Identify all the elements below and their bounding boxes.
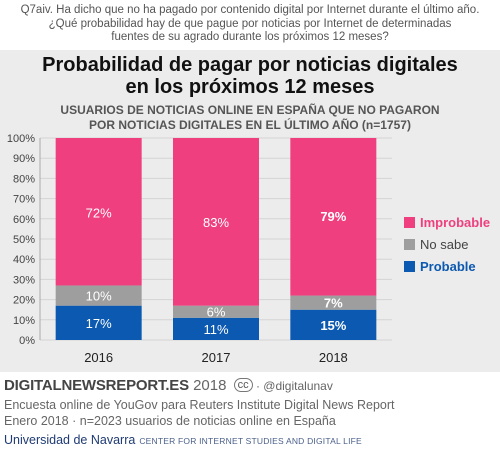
- data-label: 72%: [86, 206, 112, 221]
- legend-label: Probable: [420, 259, 476, 274]
- legend-swatch: [404, 261, 415, 272]
- data-label: 7%: [324, 296, 343, 311]
- legend-swatch: [404, 217, 415, 228]
- bar-segment: [290, 295, 377, 310]
- chart-subtitle-line-1: USUARIOS DE NOTICIAS ONLINE EN ESPAÑA QU…: [60, 103, 440, 117]
- x-tick-label: 2016: [84, 350, 113, 365]
- chart-subtitle-line-2: POR NOTICIAS DIGITALES EN EL ÚLTIMO AÑO …: [89, 118, 411, 132]
- data-label: 10%: [86, 289, 112, 304]
- chart-title-line-1: Probabilidad de pagar por noticias digit…: [42, 54, 458, 76]
- bar-segment: [290, 138, 377, 296]
- y-tick-label: 70%: [13, 194, 35, 206]
- bar-segment: [290, 309, 377, 340]
- bar-segment: [173, 305, 259, 318]
- twitter-handle: · @digitalunav: [252, 379, 333, 393]
- bar-segment: [173, 317, 259, 340]
- data-label: 11%: [203, 322, 228, 337]
- bar-segment: [55, 285, 142, 306]
- footer-institution: Universidad de Navarra CENTER FOR INTERNE…: [4, 431, 362, 449]
- brand-year: 2018: [188, 377, 227, 394]
- center-name: CENTER FOR INTERNET STUDIES AND DIGITAL …: [139, 436, 362, 446]
- y-tick-label: 30%: [13, 274, 35, 286]
- creative-commons-icon: cc: [233, 378, 253, 392]
- x-tick-label: 2018: [319, 350, 348, 365]
- legend-label: Improbable: [420, 215, 490, 230]
- legend-swatch: [404, 239, 415, 250]
- bar-segment: [55, 305, 142, 340]
- data-label: 83%: [203, 215, 229, 230]
- chart-subtitle: USUARIOS DE NOTICIAS ONLINE EN ESPAÑA QU…: [0, 103, 500, 133]
- footer-brand: DIGITALNEWSREPORT.ES 2018 cc · @digitalu…: [4, 377, 333, 394]
- footer-source-line: Encuesta online de YouGov para Reuters I…: [4, 398, 395, 412]
- y-tick-label: 90%: [13, 153, 35, 165]
- y-tick-label: 80%: [13, 173, 35, 185]
- data-label: 6%: [207, 305, 226, 320]
- question-line-3: fuentes de su agrado durante los próximo…: [111, 31, 389, 43]
- y-tick-label: 100%: [7, 133, 35, 145]
- data-label: 15%: [320, 318, 346, 333]
- footer-sample-line: Enero 2018 · n=2023 usuarios de noticias…: [4, 414, 336, 428]
- data-label: 17%: [86, 316, 112, 331]
- stacked-bar-chart: 0% 10% 20% 30% 40% 50% 60% 70% 80% 90% 100% 17% 10% 7…: [7, 133, 490, 365]
- chart-title-line-2: en los próximos 12 meses: [125, 76, 375, 98]
- data-label: 79%: [320, 209, 346, 224]
- bar-segment: [55, 138, 142, 286]
- y-tick-label: 10%: [13, 315, 35, 327]
- y-tick-label: 0%: [19, 335, 35, 347]
- question-line-2: ¿Qué probabilidad hay de que pague por n…: [48, 17, 452, 30]
- y-tick-label: 60%: [13, 214, 35, 226]
- x-tick-label: 2017: [202, 350, 231, 365]
- question-line-1: Q7aiv. Ha dicho que no ha pagado por con…: [20, 4, 480, 16]
- legend-label: No sabe: [420, 237, 468, 252]
- university-name: Universidad de Navarra: [4, 433, 136, 447]
- y-tick-label: 20%: [13, 295, 35, 307]
- y-tick-label: 50%: [13, 234, 35, 246]
- survey-question: Q7aiv. Ha dicho que no ha pagado por con…: [0, 4, 500, 45]
- brand-name: DIGITALNEWSREPORT.ES: [4, 377, 189, 394]
- chart-title: Probabilidad de pagar por noticias digit…: [0, 54, 500, 98]
- y-tick-label: 40%: [13, 254, 35, 266]
- bar-segment: [173, 138, 259, 306]
